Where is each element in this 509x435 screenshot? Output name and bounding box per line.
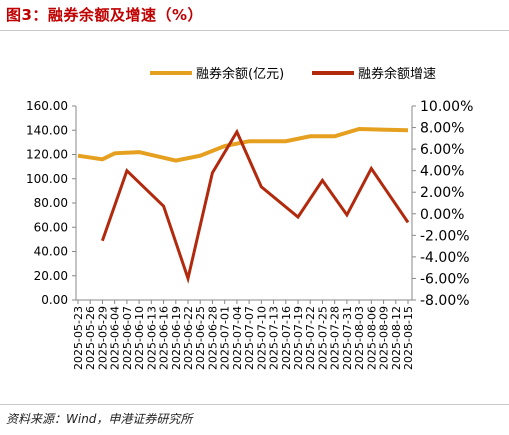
x-tick-label: 2025-07-01 bbox=[219, 306, 232, 370]
left-tick-label: 160.00 bbox=[26, 99, 68, 113]
left-tick-label: 20.00 bbox=[34, 269, 68, 283]
figure-title: 图3：融券余额及增速（%） bbox=[6, 6, 203, 24]
left-tick-label: 120.00 bbox=[26, 148, 68, 162]
legend: 融券余额(亿元) 融券余额增速 bbox=[150, 66, 436, 82]
legend-balance-label: 融券余额(亿元) bbox=[196, 66, 284, 82]
x-tick-label: 2025-07-16 bbox=[280, 306, 293, 370]
x-tick-label: 2025-07-28 bbox=[329, 306, 342, 370]
source-note: 资料来源：Wind，申港证券研究所 bbox=[6, 412, 193, 426]
right-tick-label: -4.00% bbox=[420, 250, 470, 266]
right-tick-label: -8.00% bbox=[420, 293, 470, 309]
x-tick-label: 2025-07-13 bbox=[268, 306, 281, 370]
x-tick-label: 2025-05-23 bbox=[72, 306, 85, 370]
x-tick-label: 2025-07-22 bbox=[304, 306, 317, 370]
x-tick-label: 2025-08-15 bbox=[402, 306, 415, 370]
right-tick-label: 4.00% bbox=[420, 164, 464, 180]
x-tick-label: 2025-06-25 bbox=[194, 306, 207, 370]
x-tick-label: 2025-06-19 bbox=[170, 306, 183, 370]
x-tick-label: 2025-06-04 bbox=[109, 306, 122, 370]
x-tick-label: 2025-07-10 bbox=[255, 306, 268, 370]
balance-series-line bbox=[77, 126, 409, 163]
x-tick-label: 2025-06-22 bbox=[182, 306, 195, 370]
x-tick-label: 2025-06-28 bbox=[206, 306, 219, 370]
x-tick-label: 2025-06-07 bbox=[121, 306, 134, 370]
x-tick-label: 2025-08-09 bbox=[378, 306, 391, 370]
series-lines bbox=[77, 126, 410, 284]
x-tick-label: 2025-07-19 bbox=[292, 306, 305, 370]
right-tick-label: -2.00% bbox=[420, 228, 470, 244]
x-tick-label: 2025-08-12 bbox=[390, 306, 403, 370]
x-tick-label: 2025-07-31 bbox=[341, 306, 354, 370]
x-tick-label: 2025-05-26 bbox=[84, 306, 97, 370]
left-tick-label: 100.00 bbox=[26, 172, 68, 186]
right-tick-label: 0.00% bbox=[420, 207, 464, 223]
x-tick-label: 2025-06-10 bbox=[133, 306, 146, 370]
left-tick-label: 40.00 bbox=[34, 245, 68, 259]
title-rule bbox=[0, 30, 509, 31]
right-tick-label: 8.00% bbox=[420, 121, 464, 137]
left-tick-label: 140.00 bbox=[26, 123, 68, 137]
source-rule bbox=[0, 404, 509, 405]
x-tick-label: 2025-08-06 bbox=[365, 306, 378, 370]
right-tick-label: 10.00% bbox=[420, 99, 473, 115]
axes: 0.00 20.00 40.00 60.00 80.00 100.00 120.00 140.… bbox=[26, 99, 473, 370]
x-tick-label: 2025-07-07 bbox=[243, 306, 256, 370]
x-tick-label: 2025-07-25 bbox=[316, 306, 329, 370]
right-tick-label: 6.00% bbox=[420, 142, 464, 158]
x-tick-label: 2025-08-03 bbox=[353, 306, 366, 370]
chart: 0.00 20.00 40.00 60.00 80.00 100.00 120.00 140.… bbox=[26, 66, 473, 370]
legend-growth-label: 融券余额增速 bbox=[358, 66, 436, 82]
left-tick-label: 80.00 bbox=[34, 196, 68, 210]
x-tick-label: 2025-06-16 bbox=[158, 306, 171, 370]
growth-series-line bbox=[100, 128, 410, 284]
x-tick-label: 2025-06-13 bbox=[145, 306, 158, 370]
left-tick-label: 0.00 bbox=[41, 293, 68, 307]
right-tick-label: 2.00% bbox=[420, 185, 464, 201]
x-tick-label: 2025-07-04 bbox=[231, 306, 244, 370]
right-tick-label: -6.00% bbox=[420, 271, 470, 287]
left-tick-label: 60.00 bbox=[34, 220, 68, 234]
x-tick-label: 2025-05-29 bbox=[96, 306, 109, 370]
